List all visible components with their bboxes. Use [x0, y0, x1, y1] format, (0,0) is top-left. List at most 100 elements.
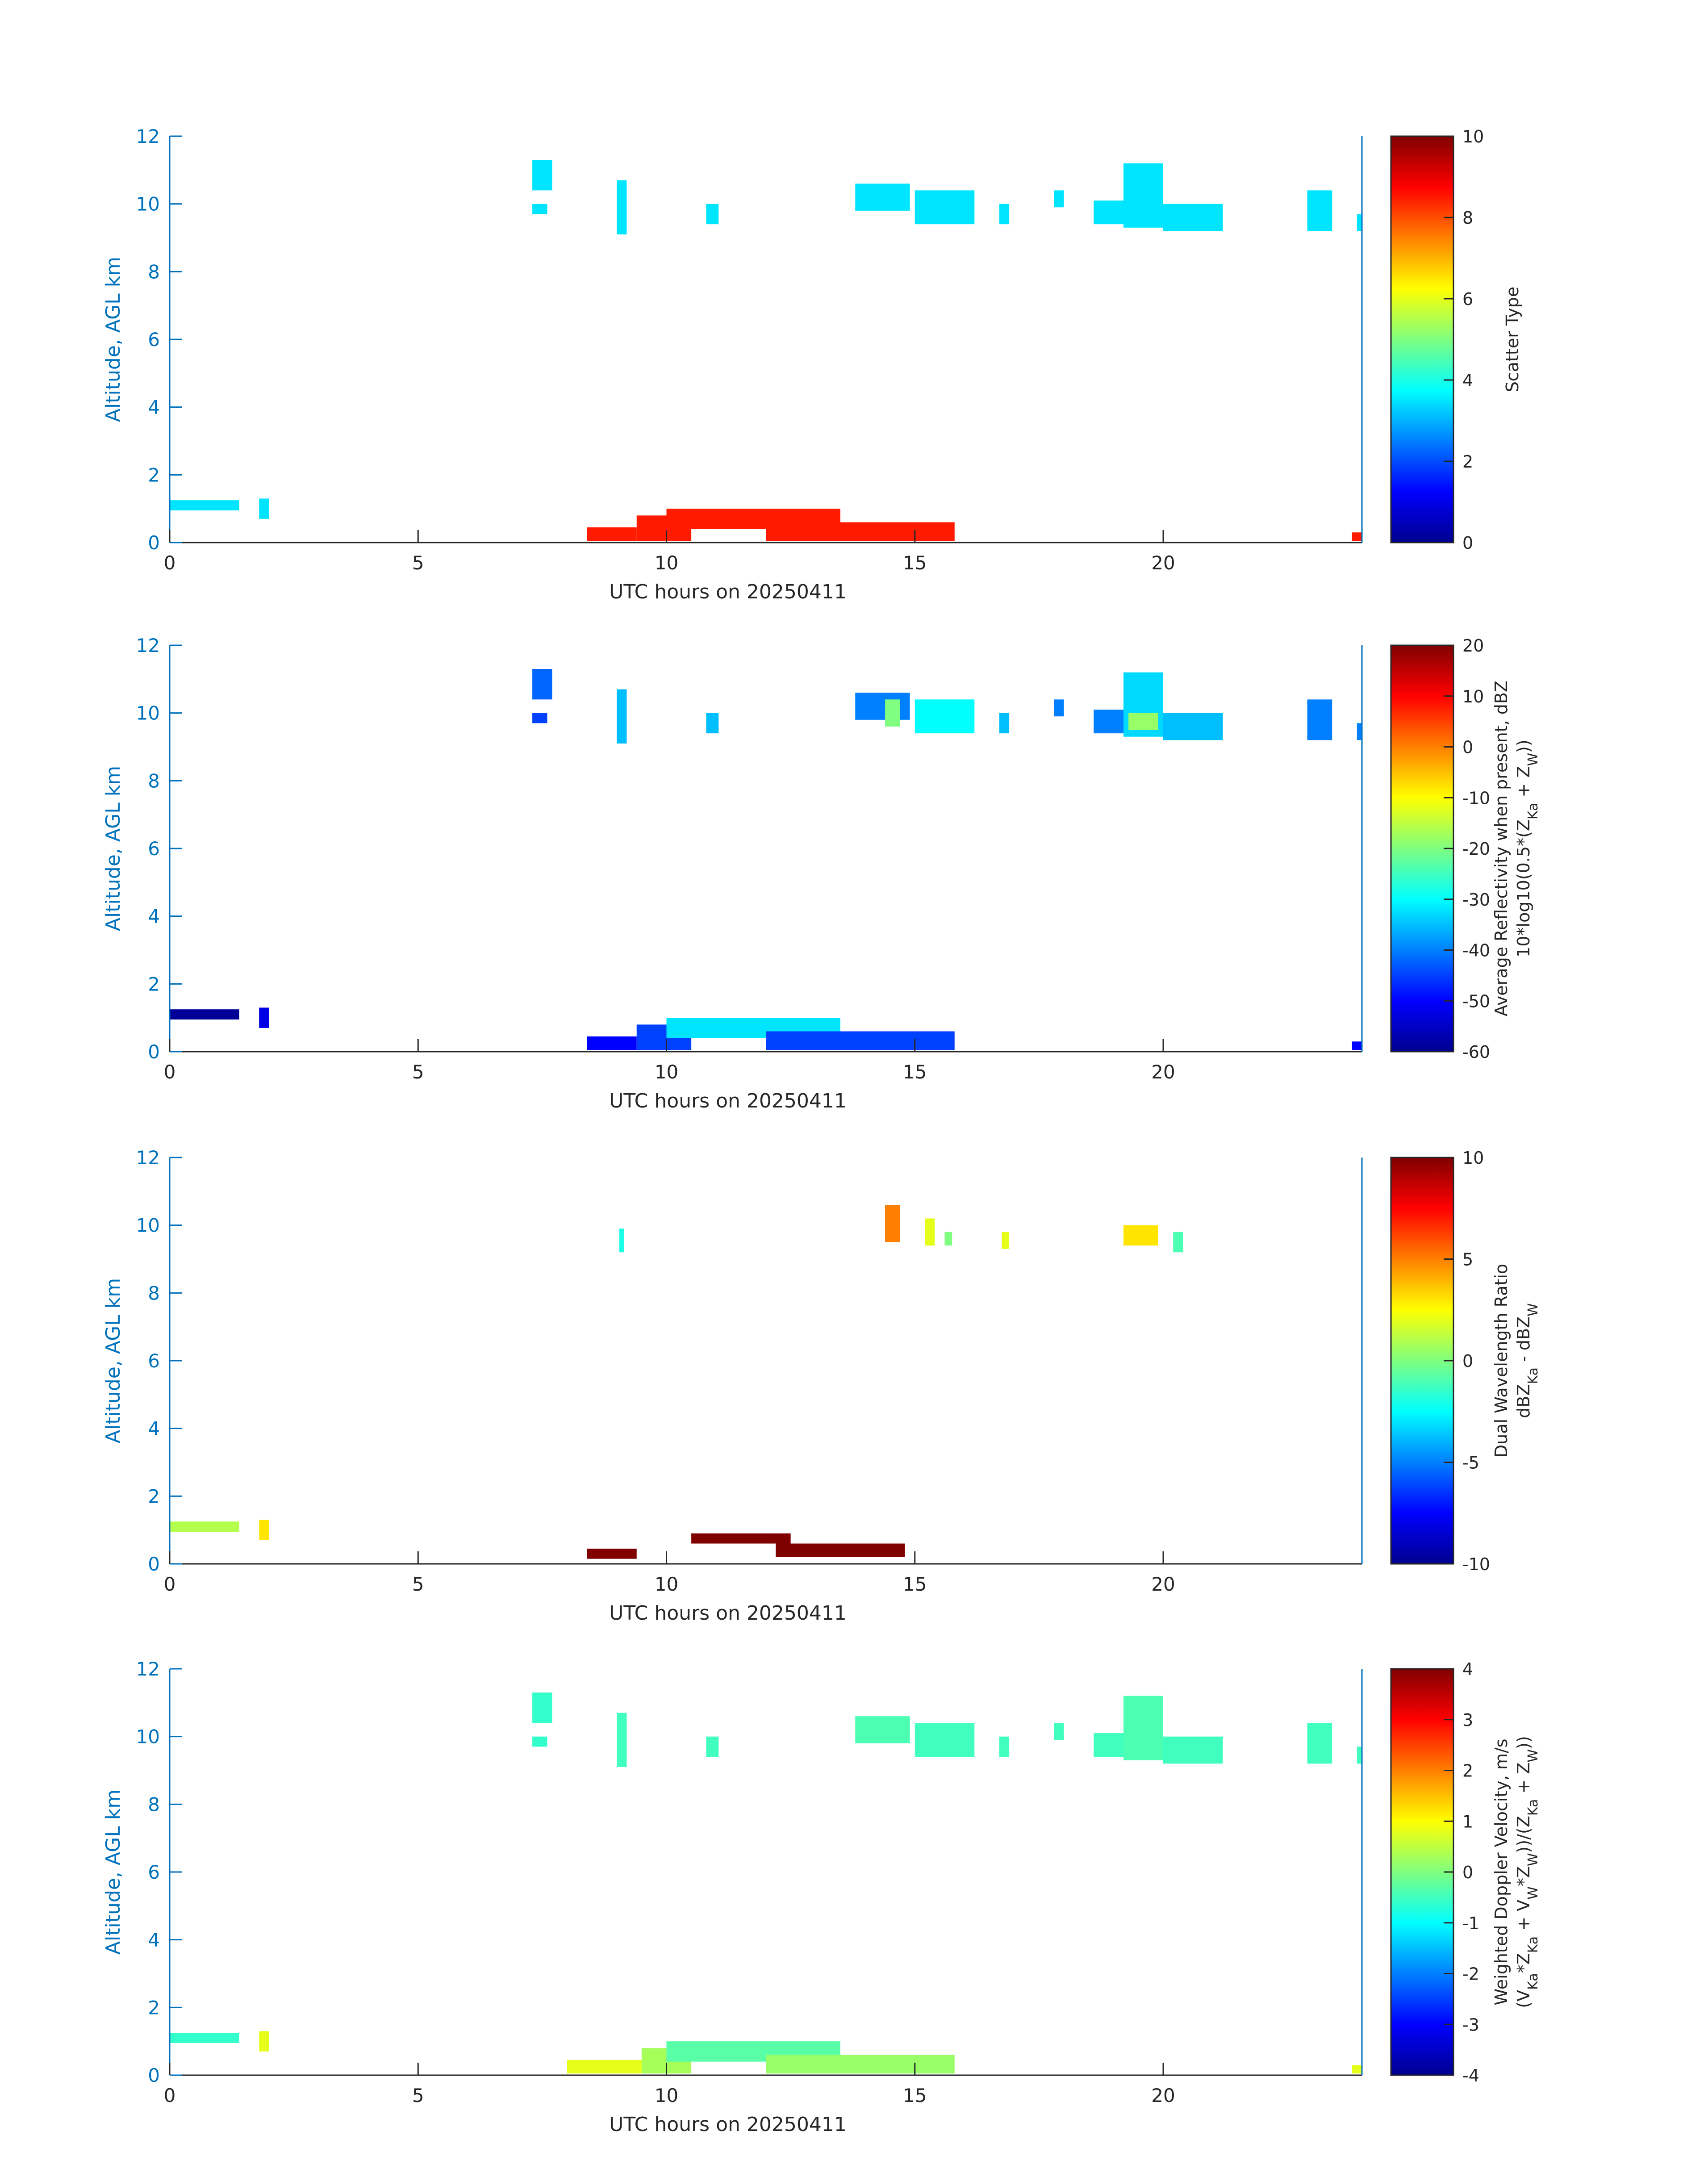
data-region	[259, 498, 269, 519]
x-tick-label: 0	[164, 1573, 176, 1595]
x-tick-label: 10	[655, 2085, 678, 2106]
label-fragment: Ka	[1525, 1367, 1541, 1384]
x-tick-label: 10	[655, 552, 678, 574]
label-fragment: + V	[1514, 1900, 1533, 1936]
data-region	[1094, 201, 1123, 225]
colorbar-label: Weighted Doppler Velocity, m/s	[1491, 1738, 1511, 2005]
colorbar-tick-label: 8	[1462, 208, 1473, 228]
data-region	[259, 2031, 269, 2052]
data-region	[170, 1521, 239, 1532]
x-tick-label: 15	[903, 1573, 927, 1595]
data-region	[617, 689, 627, 744]
y-tick-label: 4	[148, 906, 160, 928]
colorbar-tick-label: 3	[1462, 1710, 1473, 1730]
colorbar-tick-label: -4	[1462, 2066, 1479, 2085]
colorbar-tick-label: 6	[1462, 289, 1473, 309]
data-region	[170, 1009, 239, 1020]
data-region	[1163, 204, 1223, 231]
y-tick-label: 12	[136, 635, 160, 656]
colorbar-tick-label: 0	[1462, 1863, 1473, 1882]
data-region	[1123, 1225, 1158, 1246]
y-tick-label: 10	[136, 193, 160, 215]
colorbar-tick-label: -3	[1462, 2015, 1479, 2035]
label-fragment: W	[1525, 1853, 1541, 1866]
data-region	[1357, 214, 1362, 231]
data-region	[1352, 532, 1362, 541]
data-region	[766, 522, 955, 541]
y-tick-label: 0	[148, 1041, 160, 1063]
label-fragment: W	[1525, 1886, 1541, 1900]
data-region	[1352, 2065, 1362, 2074]
label-fragment: Ka	[1525, 1936, 1541, 1953]
colorbar-gradient	[1390, 644, 1454, 1053]
y-tick-label: 10	[136, 702, 160, 724]
x-tick-label: 20	[1151, 1573, 1175, 1595]
x-tick-label: 5	[412, 1573, 424, 1595]
y-tick-label: 10	[136, 1215, 160, 1237]
panel-2: 0 2 4 6 8 10 12 0 5 10 15 20 Altitude, AGL km UTC hou…	[102, 635, 1541, 1112]
data-region	[1307, 699, 1332, 740]
data-region	[1163, 713, 1223, 740]
data-region	[259, 1520, 269, 1540]
data-region	[706, 1736, 719, 1757]
colorbar: 0 2 4 6 8 10 Scatter Type	[1390, 127, 1522, 553]
label-fragment: Ka	[1525, 1799, 1541, 1816]
y-tick-label: 0	[148, 2064, 160, 2086]
data-field	[170, 160, 1362, 541]
x-tick-label: 10	[655, 1573, 678, 1595]
data-region	[999, 713, 1010, 734]
x-axis-label: UTC hours on 20250411	[609, 2113, 847, 2136]
data-region	[944, 1232, 952, 1246]
label-fragment: Average Reflectivity when present, dBZ	[1491, 681, 1511, 1016]
colorbar-label: Average Reflectivity when present, dBZ	[1491, 681, 1511, 1016]
colorbar-tick-label: -60	[1462, 1042, 1490, 1062]
data-region	[532, 669, 552, 700]
y-tick-label: 4	[148, 397, 160, 418]
colorbar-tick-label: -10	[1462, 1554, 1490, 1574]
data-region	[259, 1007, 269, 1028]
data-field	[170, 669, 1362, 1050]
colorbar-tick-label: -30	[1462, 890, 1490, 910]
data-region	[1173, 1232, 1183, 1253]
x-tick-label: 20	[1151, 552, 1175, 574]
colorbar-label: (VKa*ZKa + VW*ZW))/(ZKa + ZW))	[1514, 1736, 1541, 2008]
data-region	[587, 1036, 637, 1050]
label-fragment: W	[1525, 1303, 1541, 1316]
data-region	[567, 2060, 642, 2074]
colorbar: -4 -3 -2 -1 0 1 2 3 4 Weighted Doppler Velocity, …	[1390, 1659, 1541, 2085]
data-region	[776, 1543, 905, 1557]
data-region	[532, 1692, 552, 1723]
colorbar-gradient	[1390, 135, 1454, 543]
colorbar-label: Scatter Type	[1503, 287, 1522, 392]
colorbar-tick-label: 5	[1462, 1250, 1473, 1270]
y-tick-label: 4	[148, 1929, 160, 1951]
y-tick-label: 6	[148, 838, 160, 860]
colorbar: -10 -5 0 5 10 Dual Wavelength Ratio dBZKa - dB…	[1390, 1148, 1541, 1574]
x-tick-label: 10	[655, 1061, 678, 1083]
data-field	[170, 1692, 1362, 2074]
data-region	[1352, 1041, 1362, 1050]
data-region	[1094, 1733, 1123, 1757]
label-fragment: 10*log10(0.5*(Z	[1514, 819, 1533, 957]
data-region	[532, 1736, 547, 1747]
panel-3: 0 2 4 6 8 10 12 0 5 10 15 20 Altitude, AGL km UTC hou…	[102, 1147, 1541, 1625]
y-tick-label: 6	[148, 1861, 160, 1883]
label-fragment: Scatter Type	[1503, 287, 1522, 392]
y-tick-label: 12	[136, 1147, 160, 1169]
label-fragment: W	[1525, 753, 1541, 766]
colorbar-gradient	[1390, 1157, 1454, 1565]
y-tick-label: 2	[148, 464, 160, 486]
y-axis-label: Altitude, AGL km	[102, 257, 125, 422]
colorbar-tick-label: 0	[1462, 1351, 1473, 1371]
x-tick-label: 15	[903, 2085, 927, 2106]
colorbar-tick-label: 0	[1462, 738, 1473, 757]
data-region	[855, 693, 910, 720]
colorbar-tick-label: 1	[1462, 1812, 1473, 1831]
data-region	[1307, 190, 1332, 231]
data-region	[1002, 1232, 1010, 1249]
y-axis-label: Altitude, AGL km	[102, 1789, 125, 1955]
y-tick-label: 8	[148, 1793, 160, 1815]
colorbar-label: 10*log10(0.5*(ZKa + ZW))	[1514, 740, 1541, 957]
data-region	[1163, 1736, 1223, 1764]
